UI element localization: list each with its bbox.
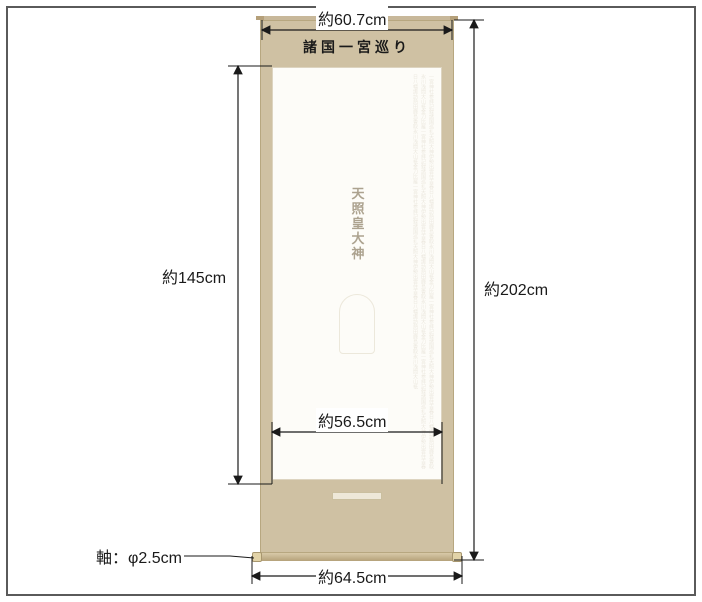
colophon-strip [332, 492, 382, 500]
dim-paper-height: 約145cm [160, 264, 228, 288]
dim-outer-height: 約202cm [482, 276, 550, 300]
dim-paper-width: 約56.5cm [316, 408, 388, 432]
bottom-cap-left [252, 552, 262, 562]
center-inscription: 天照皇大神 [348, 187, 367, 262]
deity-figure-outline [339, 294, 375, 354]
scroll-mount: 諸国一宮巡り 一宮神社参拝記録諸国巡礼天照大神伊勢出雲住吉春日八幡諏訪熱田鹿島香… [260, 20, 454, 553]
dim-bottom-width: 約64.5cm [316, 564, 388, 588]
scroll-title: 諸国一宮巡り [269, 33, 445, 61]
dim-top-width: 約60.7cm [316, 6, 388, 30]
dim-jiku: 軸：φ2.5cm [94, 544, 184, 568]
bottom-cap-right [452, 552, 462, 562]
bottom-roller [256, 553, 458, 561]
hanging-scroll: 諸国一宮巡り 一宮神社参拝記録諸国巡礼天照大神伊勢出雲住吉春日八幡諏訪熱田鹿島香… [260, 16, 454, 561]
